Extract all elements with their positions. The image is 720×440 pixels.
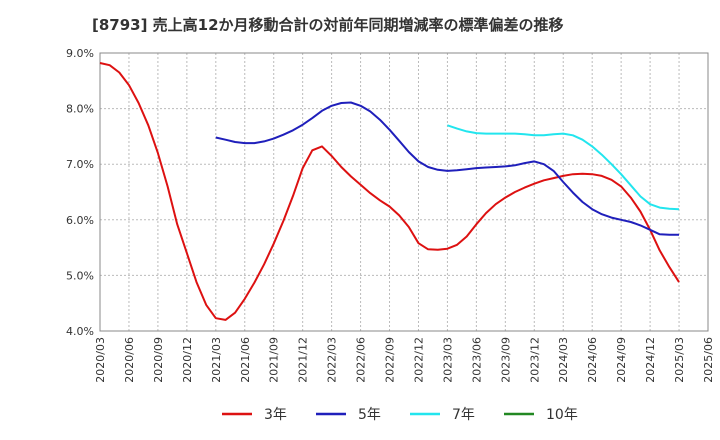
legend-label: 3年 xyxy=(264,407,287,423)
x-tick-label: 2023/12 xyxy=(528,337,541,383)
legend-label: 5年 xyxy=(358,407,381,423)
y-tick-label: 6.0% xyxy=(66,214,94,227)
plot-frame xyxy=(99,52,709,332)
legend: 3年 5年 7年 10年 xyxy=(222,407,578,423)
x-axis-ticks: 2020/03 2020/06 2020/09 2020/12 2021/03 2021/… xyxy=(94,337,715,383)
chart-title: [8793] 売上高12か月移動合計の対前年同期増減率の標準偏差の推移 xyxy=(92,16,564,34)
grid-lines xyxy=(99,52,709,332)
y-tick-label: 5.0% xyxy=(66,269,94,282)
x-tick-label: 2020/09 xyxy=(152,337,165,383)
y-tick-label: 9.0% xyxy=(66,47,94,60)
x-tick-label: 2023/03 xyxy=(441,337,454,383)
x-tick-label: 2023/06 xyxy=(470,337,483,383)
x-tick-label: 2021/03 xyxy=(210,337,223,383)
x-tick-label: 2025/06 xyxy=(702,337,715,383)
y-tick-label: 7.0% xyxy=(66,158,94,171)
x-tick-label: 2020/03 xyxy=(94,337,107,383)
y-tick-label: 8.0% xyxy=(66,103,94,116)
legend-label: 10年 xyxy=(546,407,578,423)
x-tick-label: 2022/12 xyxy=(412,337,425,383)
x-tick-label: 2025/03 xyxy=(673,337,686,383)
x-tick-label: 2021/12 xyxy=(297,337,310,383)
x-tick-label: 2020/12 xyxy=(181,337,194,383)
x-tick-label: 2024/03 xyxy=(557,337,570,383)
x-tick-label: 2021/06 xyxy=(239,337,252,383)
y-tick-label: 4.0% xyxy=(66,325,94,338)
x-tick-label: 2022/03 xyxy=(326,337,339,383)
series-line-3年 xyxy=(99,62,680,321)
series-line-5年 xyxy=(215,101,679,236)
x-tick-label: 2024/09 xyxy=(615,337,628,383)
x-tick-label: 2024/12 xyxy=(644,337,657,383)
legend-label: 7年 xyxy=(452,407,475,423)
x-tick-label: 2022/09 xyxy=(384,337,397,383)
series-lines xyxy=(99,62,680,321)
x-tick-label: 2024/06 xyxy=(586,337,599,383)
y-axis-ticks: 9.0% 8.0% 7.0% 6.0% 5.0% 4.0% xyxy=(66,47,94,338)
series-line-7年 xyxy=(447,124,680,211)
plot-border xyxy=(99,52,709,332)
x-tick-label: 2023/09 xyxy=(499,337,512,383)
x-tick-label: 2022/06 xyxy=(355,337,368,383)
x-tick-label: 2020/06 xyxy=(123,337,136,383)
x-tick-label: 2021/09 xyxy=(268,337,281,383)
